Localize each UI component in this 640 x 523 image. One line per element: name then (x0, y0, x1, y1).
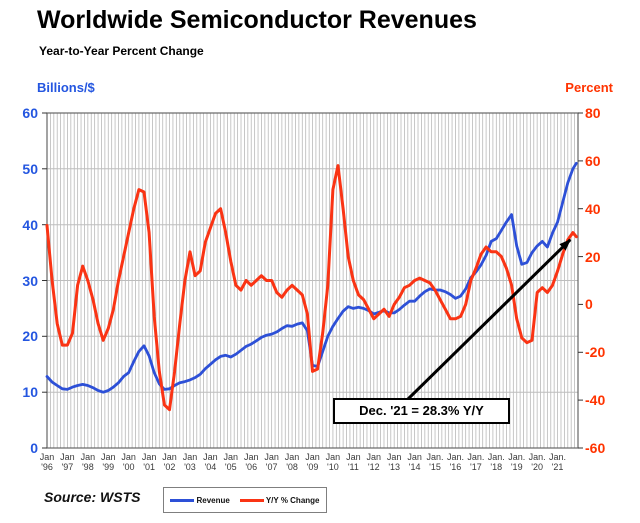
right-axis-tick-label: -60 (585, 440, 606, 456)
x-axis-tick-label: Jan. '15 (426, 452, 444, 472)
x-axis-tick-label: Jan. '21 (549, 452, 567, 472)
legend-label-revenue: Revenue (196, 495, 230, 505)
annotation-arrow (404, 238, 572, 403)
yoy-line (45, 164, 578, 412)
left-axis-tick-label: 20 (22, 328, 38, 345)
legend-item-revenue: Revenue (170, 495, 230, 505)
x-axis-tick-label: Jan '10 (325, 452, 341, 472)
legend-label-yoy: Y/Y % Change (265, 495, 320, 505)
x-axis-tick-label: Jan '05 (223, 452, 239, 472)
x-axis-tick-label: Jan '99 (101, 452, 116, 472)
x-axis-tick-label: Jan '96 (39, 452, 55, 472)
horizontal-gridlines (47, 168, 578, 393)
x-axis-tick-label: Jan '06 (243, 452, 259, 472)
x-axis-tick-label: Jan '04 (203, 452, 218, 472)
right-axis-tick-label: -20 (585, 344, 606, 361)
x-axis-tick-label: Jan '98 (80, 452, 96, 472)
right-axis-tick-label: 60 (585, 152, 601, 169)
x-axis-tick-label: Jan. '19 (508, 452, 526, 472)
page-subtitle: Year-to-Year Percent Change (39, 44, 204, 58)
x-axis-tick-label: Jan. '20 (528, 452, 546, 472)
left-axis-title: Billions/$ (37, 80, 95, 95)
x-axis-tick-label: Jan. '17 (467, 452, 485, 472)
right-axis-tick-label: 80 (585, 105, 601, 121)
x-axis-tick-label: Jan '01 (141, 452, 157, 472)
page-title: Worldwide Semiconductor Revenues (37, 6, 477, 34)
x-axis-tick-label: Jan '09 (305, 452, 320, 472)
x-axis-tick-label: Jan '11 (346, 452, 361, 472)
legend: Revenue Y/Y % Change (163, 487, 327, 513)
yoy-line-swatch (239, 498, 264, 502)
x-axis-tick-label: Jan '07 (264, 452, 279, 472)
x-axis-tick-label: Jan '08 (284, 452, 300, 472)
left-axis-tick-label: 50 (22, 160, 38, 177)
x-axis-tick-label: Jan '97 (60, 452, 75, 472)
legend-item-yoy: Y/Y % Change (239, 495, 320, 505)
left-axis-tick-label: 10 (22, 384, 38, 401)
x-axis-tick-label: Jan. '16 (446, 452, 464, 472)
x-axis-tick-label: Jan '00 (121, 452, 136, 472)
x-axis-tick-label: Jan '12 (366, 452, 382, 472)
x-axis-tick-label: Jan '02 (162, 452, 177, 472)
left-axis-tick-label: 60 (22, 105, 38, 121)
x-axis-tick-label: Jan '03 (182, 452, 198, 472)
right-axis-tick-label: 20 (585, 248, 601, 265)
right-axis-tick-label: -40 (585, 392, 606, 409)
x-axis-tick-label: Jan. '18 (487, 452, 505, 472)
x-axis-tick-label: Jan '14 (407, 452, 422, 472)
annotation-callout: Dec. '21 = 28.3% Y/Y (333, 398, 510, 424)
right-axis-tick-label: 0 (585, 296, 593, 313)
right-axis-tick-label: 40 (585, 200, 601, 217)
left-axis-tick-label: 40 (22, 216, 38, 233)
left-axis-tick-label: 30 (22, 272, 38, 289)
revenue-line-swatch (170, 498, 195, 502)
source-label: Source: WSTS (44, 489, 141, 505)
left-axis-tick-label: 0 (30, 440, 38, 456)
axis-ticks (42, 112, 583, 449)
x-axis-tick-label: Jan '13 (386, 452, 402, 472)
right-axis-title: Percent (565, 80, 613, 95)
